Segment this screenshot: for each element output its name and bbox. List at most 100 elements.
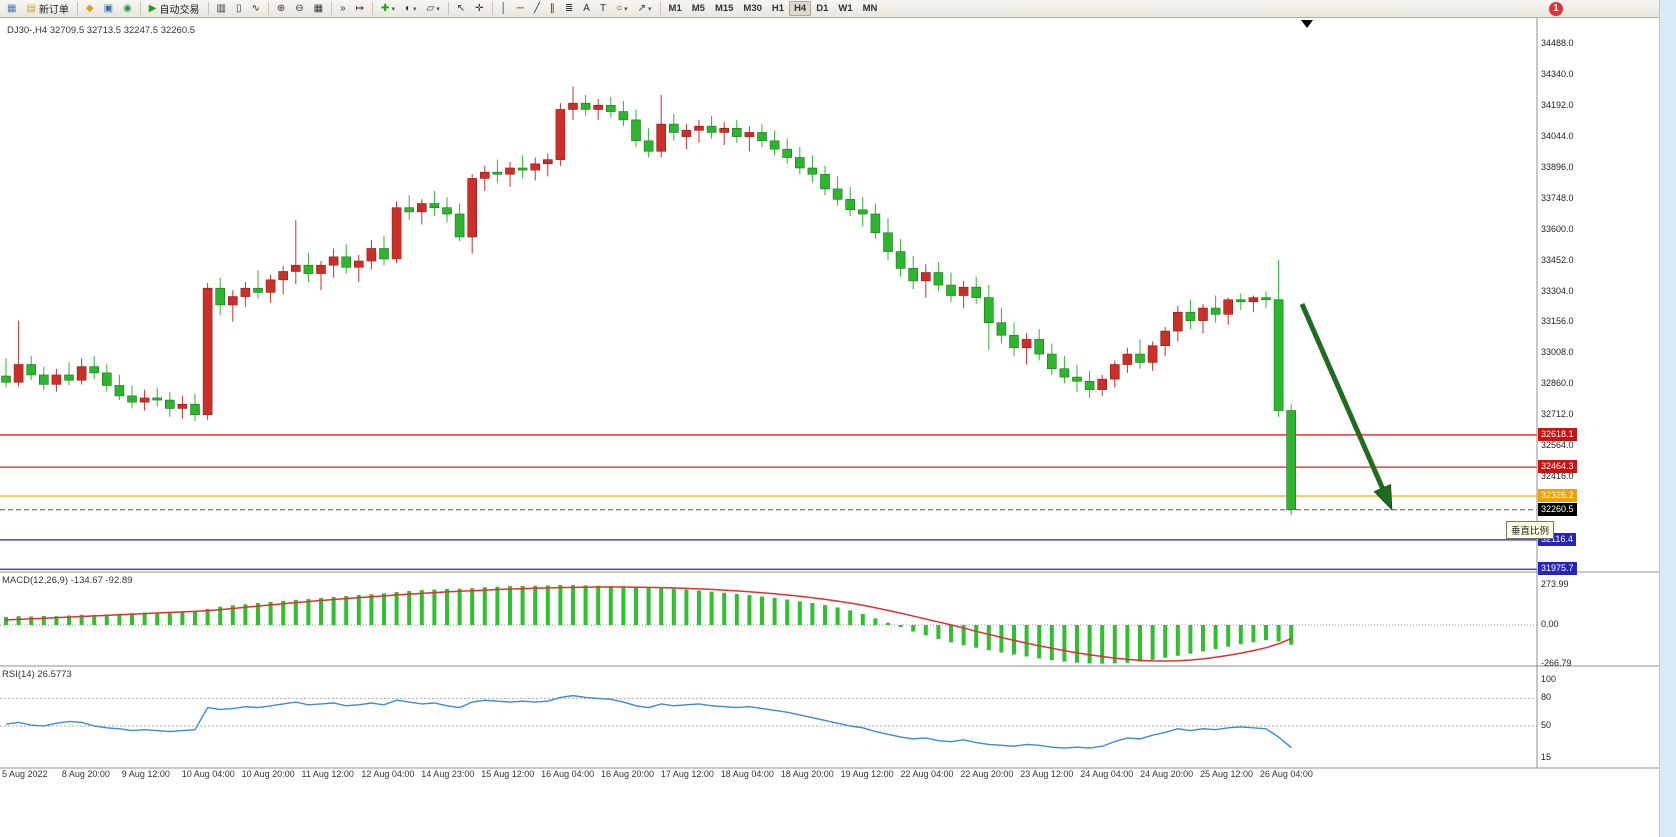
notification-badge[interactable]: 1	[1549, 2, 1563, 16]
trendline-button[interactable]: ╱	[530, 0, 544, 17]
market-watch-button[interactable]: ◆	[82, 0, 98, 17]
equidistant-channel-button[interactable]: ∥	[546, 0, 559, 17]
macd-bar	[823, 605, 827, 625]
candle-body	[492, 171, 503, 175]
new-order-icon: ▤	[26, 2, 36, 14]
chart-shift-button[interactable]: ↦	[352, 0, 368, 17]
candle-body	[290, 264, 301, 272]
candle-body	[1273, 299, 1284, 411]
cursor-button[interactable]: ↖	[453, 0, 469, 17]
macd-bar	[281, 600, 286, 625]
macd-bar	[684, 589, 689, 625]
fibonacci-button[interactable]: ≣	[561, 0, 577, 17]
vertical-scrollbar[interactable]	[1659, 0, 1676, 837]
candle-body	[404, 207, 415, 213]
macd-bar	[356, 594, 361, 625]
timeframe-m30-button[interactable]: M30	[743, 3, 762, 14]
zoom-in-button[interactable]: ⊕	[273, 0, 289, 17]
timeframe-w1-button[interactable]: W1	[838, 3, 853, 14]
shapes-button[interactable]: ○ ▾	[612, 0, 632, 17]
macd-bar	[1289, 625, 1294, 645]
candle-body	[442, 207, 452, 215]
candle-body	[89, 366, 99, 374]
horizontal-line-button[interactable]: ─	[513, 0, 528, 17]
macd-bar	[1264, 625, 1268, 641]
time-axis-label: 16 Aug 04:00	[541, 769, 595, 779]
timeframe-mn-button[interactable]: MN	[862, 3, 878, 14]
macd-bar	[470, 588, 475, 625]
price-axis-label: 33600.0	[1541, 223, 1574, 234]
candle-body	[769, 140, 780, 150]
indicators-icon: ✚	[381, 2, 390, 14]
macd-bar	[369, 594, 374, 625]
candle-body	[454, 213, 465, 238]
data-window-button[interactable]: ▣	[100, 0, 117, 17]
trend-arrow-head[interactable]	[1373, 483, 1393, 511]
macd-bar	[432, 589, 437, 625]
macd-bar	[974, 625, 979, 648]
trendline-icon: ╱	[533, 2, 540, 14]
bar-chart-button[interactable]: ▥	[213, 0, 230, 17]
candle-body	[177, 403, 188, 409]
candle-body	[316, 264, 326, 274]
macd-bar	[835, 607, 840, 625]
candle-chart-button[interactable]: ▯	[232, 0, 246, 17]
timeframe-h4-button[interactable]: H4	[789, 1, 812, 16]
candle-body	[946, 284, 956, 296]
object-marker-triangle[interactable]	[1301, 20, 1313, 28]
time-axis-label: 14 Aug 23:00	[421, 769, 475, 779]
timeframe-d1-button[interactable]: D1	[816, 3, 829, 14]
candle-body	[1097, 378, 1107, 390]
tile-windows-button[interactable]: ▦	[310, 0, 327, 17]
toolbar-separator	[491, 2, 493, 15]
text-label-icon: T	[599, 2, 607, 14]
timeframe-m5-button[interactable]: M5	[691, 3, 705, 14]
auto-scroll-button[interactable]: »	[336, 0, 350, 17]
macd-bar	[407, 591, 412, 625]
macd-bar	[1226, 625, 1231, 647]
price-line-label-31975.7: 31975.7	[1538, 562, 1577, 576]
macd-bar	[256, 603, 260, 625]
macd-bar	[646, 587, 651, 625]
candle-body	[794, 157, 805, 169]
text-label-button[interactable]: T	[596, 0, 610, 17]
toolbar-separator	[372, 2, 374, 15]
macd-bar	[1049, 625, 1054, 661]
zoom-out-button[interactable]: ⊖	[291, 0, 307, 17]
macd-bar	[1276, 625, 1281, 642]
macd-bar	[180, 611, 185, 625]
macd-bar	[268, 601, 273, 625]
rsi-axis-label: 15	[1541, 752, 1552, 763]
macd-bar	[1163, 625, 1168, 658]
indicators-button[interactable]: ✚ ▾	[377, 0, 399, 17]
new-chart-button[interactable]: ▦	[3, 0, 20, 17]
candle-body	[366, 248, 377, 262]
timeframe-m1-button[interactable]: M1	[668, 3, 682, 14]
templates-button[interactable]: ▱ ▾	[423, 0, 444, 17]
vertical-line-button[interactable]: │	[497, 0, 511, 17]
toolbar-separator	[267, 2, 269, 15]
candle-body	[580, 102, 591, 110]
candle-body	[870, 213, 881, 234]
timeframe-m15-button[interactable]: M15	[714, 3, 734, 14]
periods-button[interactable]: ◐ ▾	[401, 0, 421, 17]
trend-arrow-shaft[interactable]	[1299, 302, 1385, 490]
time-axis-label: 15 Aug 12:00	[481, 769, 535, 779]
current-price-label: 32260.5	[1538, 502, 1577, 516]
new-order-button[interactable]: ▤ 新订单	[22, 0, 72, 17]
rsi-axis-label: 50	[1541, 720, 1552, 730]
line-chart-button[interactable]: ∿	[247, 0, 263, 17]
macd-bar	[659, 588, 664, 625]
candle-body	[190, 403, 200, 415]
timeframe-h1-button[interactable]: H1	[771, 3, 785, 14]
macd-bar	[130, 613, 134, 625]
autotrading-button[interactable]: ▶ 自动交易	[145, 0, 204, 17]
arrow-objects-button[interactable]: ↗ ▾	[634, 0, 656, 17]
candle-body	[391, 207, 402, 260]
navigator-button[interactable]: ◉	[119, 0, 136, 17]
crosshair-button[interactable]: ✛	[471, 0, 487, 17]
candle-body	[782, 148, 793, 158]
text-button[interactable]: A	[579, 0, 594, 17]
